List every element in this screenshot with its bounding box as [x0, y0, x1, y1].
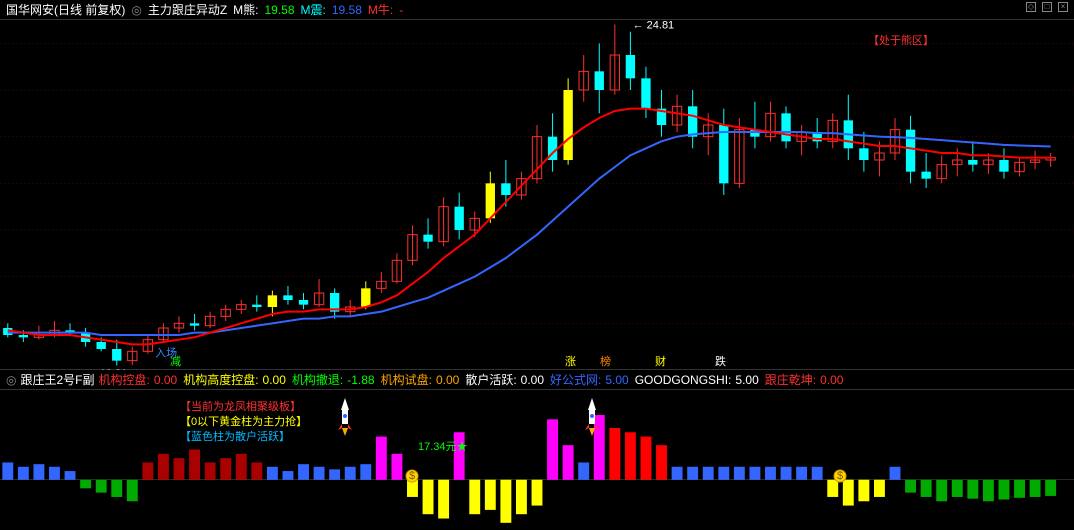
m-xiong-val: 19.58: [265, 3, 295, 17]
svg-text:【当前为龙凤相聚级板】: 【当前为龙凤相聚级板】: [180, 399, 301, 413]
m-zhen-val: 19.58: [332, 3, 362, 17]
metric-label: 散户活跃:: [465, 373, 516, 387]
metric-label: 机构撤退:: [292, 373, 343, 387]
maximize-icon[interactable]: □: [1042, 2, 1052, 12]
main-chart[interactable]: ← 24.81→10.21入场减涨榜财跌 【处于熊区】: [0, 20, 1074, 370]
svg-text:跌: 跌: [715, 354, 726, 368]
metric-label: 机构试盘:: [381, 373, 432, 387]
metric-value: 0.00: [521, 373, 544, 387]
svg-text:涨: 涨: [565, 355, 576, 368]
metric-value: 5.00: [605, 373, 628, 387]
candlestick-svg: ← 24.81→10.21入场减涨榜财跌: [0, 20, 1074, 370]
m-niu-val: -: [399, 3, 403, 17]
metric-label: 机构控盘:: [99, 373, 150, 387]
metric-value: -1.88: [347, 373, 374, 387]
metric-value: 0.00: [436, 373, 459, 387]
metric-value: 0.00: [820, 373, 843, 387]
stock-title: 国华网安(日线 前复权): [6, 1, 125, 18]
sub-indicator-icon[interactable]: ◎: [6, 373, 16, 387]
svg-text:【0以下黄金柱为主力抢】: 【0以下黄金柱为主力抢】: [180, 414, 307, 428]
restore-icon[interactable]: ◇: [1026, 2, 1036, 12]
sub-header: ◎ 跟庄王2号F副 机构控盘: 0.00 机构高度控盘: 0.00 机构撤退: -1.88…: [0, 370, 1074, 390]
metric-label: GOODGONGSHI:: [635, 373, 732, 387]
m-niu-label: M牛:: [368, 1, 393, 18]
bear-zone-label: 【处于熊区】: [868, 32, 934, 48]
svg-text:→10.21: →10.21: [89, 368, 128, 370]
m-xiong-label: M熊:: [233, 1, 258, 18]
metric-label: 跟庄乾坤:: [765, 373, 816, 387]
svg-text:17.34元★: 17.34元★: [418, 441, 468, 453]
metric-value: 0.00: [263, 373, 286, 387]
sub-indicator-name: 跟庄王2号F副: [20, 371, 94, 388]
svg-text:财: 财: [655, 354, 666, 368]
svg-text:$: $: [409, 470, 415, 482]
main-header: 国华网安(日线 前复权) ◎ 主力跟庄异动Z M熊: 19.58 M震: 19.…: [0, 0, 1074, 20]
m-zhen-label: M震:: [301, 1, 326, 18]
svg-text:← 24.81: ← 24.81: [633, 20, 675, 31]
indicator-icon[interactable]: ◎: [131, 3, 141, 17]
close-icon[interactable]: ×: [1058, 2, 1068, 12]
indicator-name: 主力跟庄异动Z: [148, 1, 227, 18]
histogram-svg: 【当前为龙凤相聚级板】【0以下黄金柱为主力抢】【蓝色柱为散户活跃】 17.34元★…: [0, 390, 1074, 528]
window-controls: ◇ □ ×: [1026, 2, 1068, 12]
svg-text:【蓝色柱为散户活跃】: 【蓝色柱为散户活跃】: [180, 429, 290, 443]
sub-chart[interactable]: 【当前为龙凤相聚级板】【0以下黄金柱为主力抢】【蓝色柱为散户活跃】 17.34元★…: [0, 390, 1074, 528]
metric-value: 0.00: [154, 373, 177, 387]
metric-label: 好公式网:: [550, 373, 601, 387]
metric-value: 5.00: [735, 373, 758, 387]
svg-text:$: $: [837, 470, 843, 482]
svg-text:榜: 榜: [600, 354, 611, 368]
svg-text:减: 减: [170, 355, 181, 368]
metric-label: 机构高度控盘:: [183, 373, 258, 387]
